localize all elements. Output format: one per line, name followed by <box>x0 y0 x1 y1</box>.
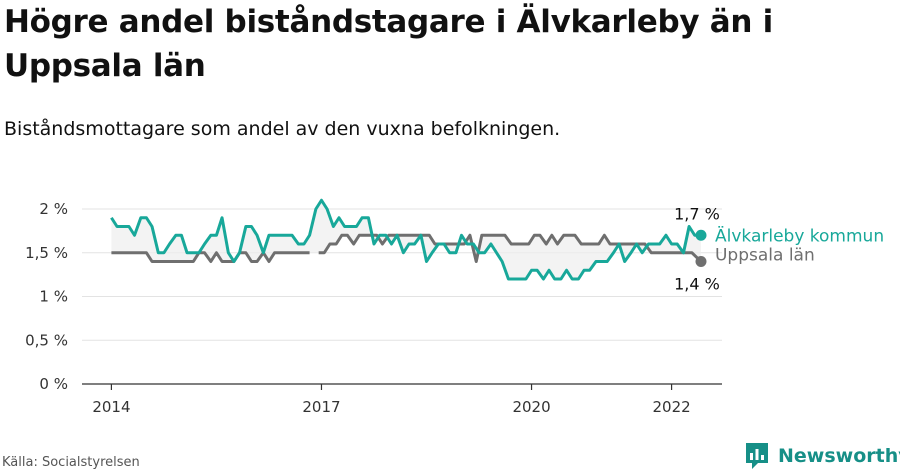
brand-name: Newsworthy <box>778 445 900 467</box>
series-name-kommun: Älvkarleby kommun <box>715 225 884 246</box>
newsworthy-logo-icon <box>746 443 768 469</box>
x-tick-label: 2014 <box>92 398 130 416</box>
series-line-kommun <box>110 198 701 281</box>
between-series-fill <box>111 200 701 279</box>
end-value-kommun: 1,7 % <box>674 204 720 223</box>
x-tick-label: 2020 <box>512 398 550 416</box>
y-tick-label: 1,5 % <box>25 244 68 262</box>
x-tick-label: 2017 <box>302 398 340 416</box>
x-axis: 2014 2017 2020 2022 <box>82 383 722 416</box>
series-line-lan <box>318 233 703 263</box>
y-grid: 0 % 0,5 % 1 % 1,5 % 2 % <box>25 200 722 393</box>
x-tick-label: 2022 <box>652 398 690 416</box>
y-tick-label: 1 % <box>39 288 68 306</box>
series-name-lan: Uppsala län <box>715 246 815 266</box>
chart-subtitle: Biståndsmottagare som andel av den vuxna… <box>4 118 561 140</box>
y-tick-label: 2 % <box>39 200 68 218</box>
y-tick-label: 0,5 % <box>25 331 68 349</box>
line-chart: 0 % 0,5 % 1 % 1,5 % 2 % 2014 2017 2020 2022 Älv… <box>25 198 884 416</box>
end-value-lan: 1,4 % <box>674 275 720 294</box>
brand-logo: Newsworthy <box>744 441 900 471</box>
source-note: Källa: Socialstyrelsen <box>2 455 140 470</box>
y-tick-label: 0 % <box>39 375 68 393</box>
series-line-lan <box>111 251 310 263</box>
chart-title: Högre andel biståndstagare i Älvkarleby … <box>4 4 773 84</box>
end-dot-kommun <box>695 229 707 241</box>
end-dot-lan <box>695 256 707 267</box>
series-lines <box>110 198 703 281</box>
